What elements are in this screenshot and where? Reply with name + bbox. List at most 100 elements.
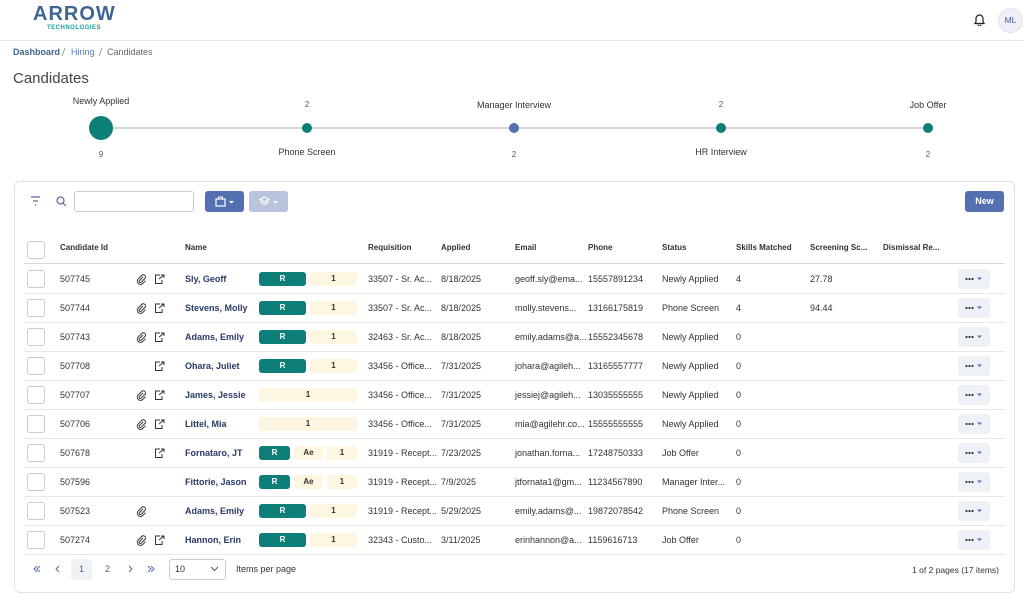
candidate-name[interactable]: James, Jessie bbox=[185, 390, 246, 400]
row-actions[interactable] bbox=[958, 414, 990, 434]
row-checkbox[interactable] bbox=[27, 328, 45, 346]
row-actions[interactable] bbox=[958, 501, 990, 521]
document-icon[interactable] bbox=[154, 361, 165, 372]
row-actions[interactable] bbox=[958, 472, 990, 492]
document-icon[interactable] bbox=[154, 390, 165, 401]
page-size-select[interactable]: 10 bbox=[169, 559, 226, 580]
stage-count: 9 bbox=[98, 150, 104, 159]
bell-icon[interactable] bbox=[974, 14, 985, 26]
row-checkbox[interactable] bbox=[27, 502, 45, 520]
candidate-name[interactable]: Stevens, Molly bbox=[185, 303, 248, 313]
pipeline-node[interactable] bbox=[509, 123, 519, 133]
attachment-icon[interactable] bbox=[136, 535, 147, 546]
document-icon[interactable] bbox=[154, 274, 165, 285]
row-checkbox[interactable] bbox=[27, 357, 45, 375]
pipeline-node[interactable] bbox=[716, 123, 726, 133]
pager-arrow[interactable] bbox=[32, 564, 42, 574]
candidate-id: 507743 bbox=[60, 332, 91, 342]
badge: 1 bbox=[310, 272, 357, 286]
stage-count: 2 bbox=[304, 100, 310, 109]
row-checkbox[interactable] bbox=[27, 386, 45, 404]
column-header[interactable]: Screening Sc... bbox=[810, 243, 868, 252]
search-icon[interactable] bbox=[56, 196, 67, 207]
cell-applied: 3/11/2025 bbox=[441, 535, 481, 545]
row-actions[interactable] bbox=[958, 298, 990, 318]
document-icon[interactable] bbox=[154, 303, 165, 314]
column-header[interactable]: Requisition bbox=[368, 243, 412, 252]
attachment-icon[interactable] bbox=[136, 390, 147, 401]
candidate-name[interactable]: Ohara, Juliet bbox=[185, 361, 240, 371]
candidate-name[interactable]: Fittorie, Jason bbox=[185, 477, 247, 487]
column-header[interactable]: Phone bbox=[588, 243, 613, 252]
candidate-id: 507274 bbox=[60, 535, 91, 545]
pager-arrow[interactable] bbox=[125, 564, 135, 574]
cell-requisition: 33456 - Office... bbox=[368, 361, 432, 371]
cell-email: molly.stevens... bbox=[515, 303, 577, 313]
cell-applied: 5/29/2025 bbox=[441, 506, 482, 516]
row-actions[interactable] bbox=[958, 443, 990, 463]
candidate-name[interactable]: Littel, Mia bbox=[185, 419, 227, 429]
cell-status: Newly Applied bbox=[662, 390, 719, 400]
attachment-icon[interactable] bbox=[136, 274, 147, 285]
row-checkbox[interactable] bbox=[27, 444, 45, 462]
row-checkbox[interactable] bbox=[27, 531, 45, 549]
header-checkbox[interactable] bbox=[27, 241, 45, 259]
pipeline-node[interactable] bbox=[923, 123, 933, 133]
document-icon[interactable] bbox=[154, 419, 165, 430]
stage-label: Phone Screen bbox=[278, 147, 336, 157]
column-header[interactable]: Name bbox=[185, 243, 207, 252]
cell-requisition: 32343 - Custo... bbox=[368, 535, 433, 545]
row-actions[interactable] bbox=[958, 327, 990, 347]
row-divider bbox=[24, 293, 1005, 294]
filter-icon[interactable] bbox=[30, 196, 41, 206]
cell-status: Job Offer bbox=[662, 535, 699, 545]
layers-icon bbox=[259, 196, 278, 206]
cell-status: Job Offer bbox=[662, 448, 699, 458]
attachment-icon[interactable] bbox=[136, 506, 147, 517]
page-button[interactable]: 2 bbox=[104, 564, 110, 574]
cell-status: Newly Applied bbox=[662, 274, 719, 284]
breadcrumb-item[interactable]: Hiring bbox=[71, 47, 95, 57]
candidate-name[interactable]: Sly, Geoff bbox=[185, 274, 227, 284]
actions-icon bbox=[965, 335, 982, 339]
attachment-icon[interactable] bbox=[136, 303, 147, 314]
badge: R bbox=[259, 446, 290, 460]
row-actions[interactable] bbox=[958, 356, 990, 376]
new-button[interactable]: New bbox=[965, 191, 1004, 212]
row-checkbox[interactable] bbox=[27, 299, 45, 317]
breadcrumb-item[interactable]: Dashboard bbox=[13, 47, 61, 57]
pipeline-node[interactable] bbox=[302, 123, 312, 133]
column-header[interactable]: Email bbox=[515, 243, 537, 252]
row-actions[interactable] bbox=[958, 385, 990, 405]
column-header[interactable]: Applied bbox=[441, 243, 471, 252]
pager-arrow[interactable] bbox=[146, 564, 156, 574]
candidate-id: 507678 bbox=[60, 448, 91, 458]
logo-subtitle: TECHNOLOGIES bbox=[47, 25, 102, 31]
row-actions[interactable] bbox=[958, 530, 990, 550]
document-icon[interactable] bbox=[154, 448, 165, 459]
avatar[interactable]: ML bbox=[998, 8, 1023, 33]
column-header[interactable]: Status bbox=[662, 243, 687, 252]
row-checkbox[interactable] bbox=[27, 270, 45, 288]
page-button[interactable]: 1 bbox=[71, 559, 92, 580]
document-icon[interactable] bbox=[154, 332, 165, 343]
row-actions[interactable] bbox=[958, 269, 990, 289]
column-header[interactable]: Candidate Id bbox=[60, 243, 109, 252]
pipeline-node[interactable] bbox=[89, 116, 113, 140]
candidate-name[interactable]: Adams, Emily bbox=[185, 332, 245, 342]
stage-count: 2 bbox=[511, 150, 517, 159]
attachment-icon[interactable] bbox=[136, 332, 147, 343]
document-icon[interactable] bbox=[154, 535, 165, 546]
column-header[interactable]: Skills Matched bbox=[736, 243, 792, 252]
attachment-icon[interactable] bbox=[136, 419, 147, 430]
row-checkbox[interactable] bbox=[27, 415, 45, 433]
column-header[interactable]: Dismissal Re... bbox=[883, 243, 940, 252]
cell-applied: 7/23/2025 bbox=[441, 448, 482, 458]
row-checkbox[interactable] bbox=[27, 473, 45, 491]
cell-email: mia@agilehr.co... bbox=[515, 419, 585, 429]
pager-arrow[interactable] bbox=[53, 564, 63, 574]
search-input[interactable] bbox=[74, 191, 194, 212]
candidate-name[interactable]: Hannon, Erin bbox=[185, 535, 241, 545]
candidate-name[interactable]: Fornataro, JT bbox=[185, 448, 243, 458]
candidate-name[interactable]: Adams, Emily bbox=[185, 506, 245, 516]
